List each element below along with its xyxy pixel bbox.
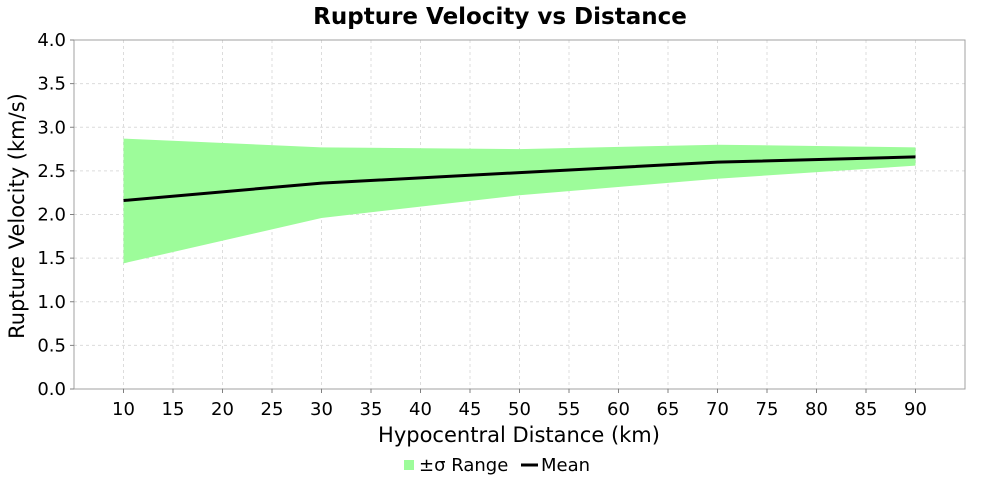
- y-tick-label: 2.5: [37, 161, 66, 182]
- y-tick-label: 0.0: [37, 379, 66, 400]
- sigma-band-layer: [123, 138, 916, 264]
- mean-line: [123, 155, 916, 203]
- y-tick-label: 3.0: [37, 117, 66, 138]
- mean-line-layer: [123, 155, 916, 203]
- x-tick-label: 55: [558, 399, 581, 420]
- legend-band-label: ±σ Range: [419, 455, 508, 476]
- x-axis-ticks: 10 15 20 25 30 35 40 45 50 55 60 65 70 75 80 85 90: [112, 389, 927, 420]
- y-axis-label: Rupture Velocity (km/s): [5, 93, 29, 339]
- x-tick-label: 80: [805, 399, 828, 420]
- x-tick-label: 85: [855, 399, 878, 420]
- x-tick-label: 75: [756, 399, 779, 420]
- y-tick-label: 1.0: [37, 292, 66, 313]
- legend: ±σ Range Mean: [404, 455, 590, 476]
- legend-band-swatch: [404, 460, 414, 470]
- x-tick-label: 15: [162, 399, 185, 420]
- y-tick-label: 1.5: [37, 248, 66, 269]
- y-tick-label: 4.0: [37, 30, 66, 51]
- x-tick-label: 90: [904, 399, 927, 420]
- x-tick-label: 50: [508, 399, 531, 420]
- x-tick-label: 45: [459, 399, 482, 420]
- x-tick-label: 20: [211, 399, 234, 420]
- x-tick-label: 35: [360, 399, 383, 420]
- x-tick-label: 10: [112, 399, 135, 420]
- y-tick-label: 2.0: [37, 205, 66, 226]
- y-tick-label: 3.5: [37, 74, 66, 95]
- x-tick-label: 60: [607, 399, 630, 420]
- y-axis-ticks: 0.0 0.5 1.0 1.5 2.0 2.5 3.0 3.5 4.0: [37, 30, 74, 400]
- x-tick-label: 25: [261, 399, 284, 420]
- x-tick-label: 70: [706, 399, 729, 420]
- x-tick-label: 30: [310, 399, 333, 420]
- y-tick-label: 0.5: [37, 335, 66, 356]
- x-tick-label: 65: [657, 399, 680, 420]
- x-tick-label: 40: [409, 399, 432, 420]
- x-axis-label: Hypocentral Distance (km): [378, 423, 660, 447]
- legend-mean-label: Mean: [541, 455, 590, 476]
- sigma-range-band: [123, 138, 916, 264]
- chart-title: Rupture Velocity vs Distance: [313, 4, 687, 30]
